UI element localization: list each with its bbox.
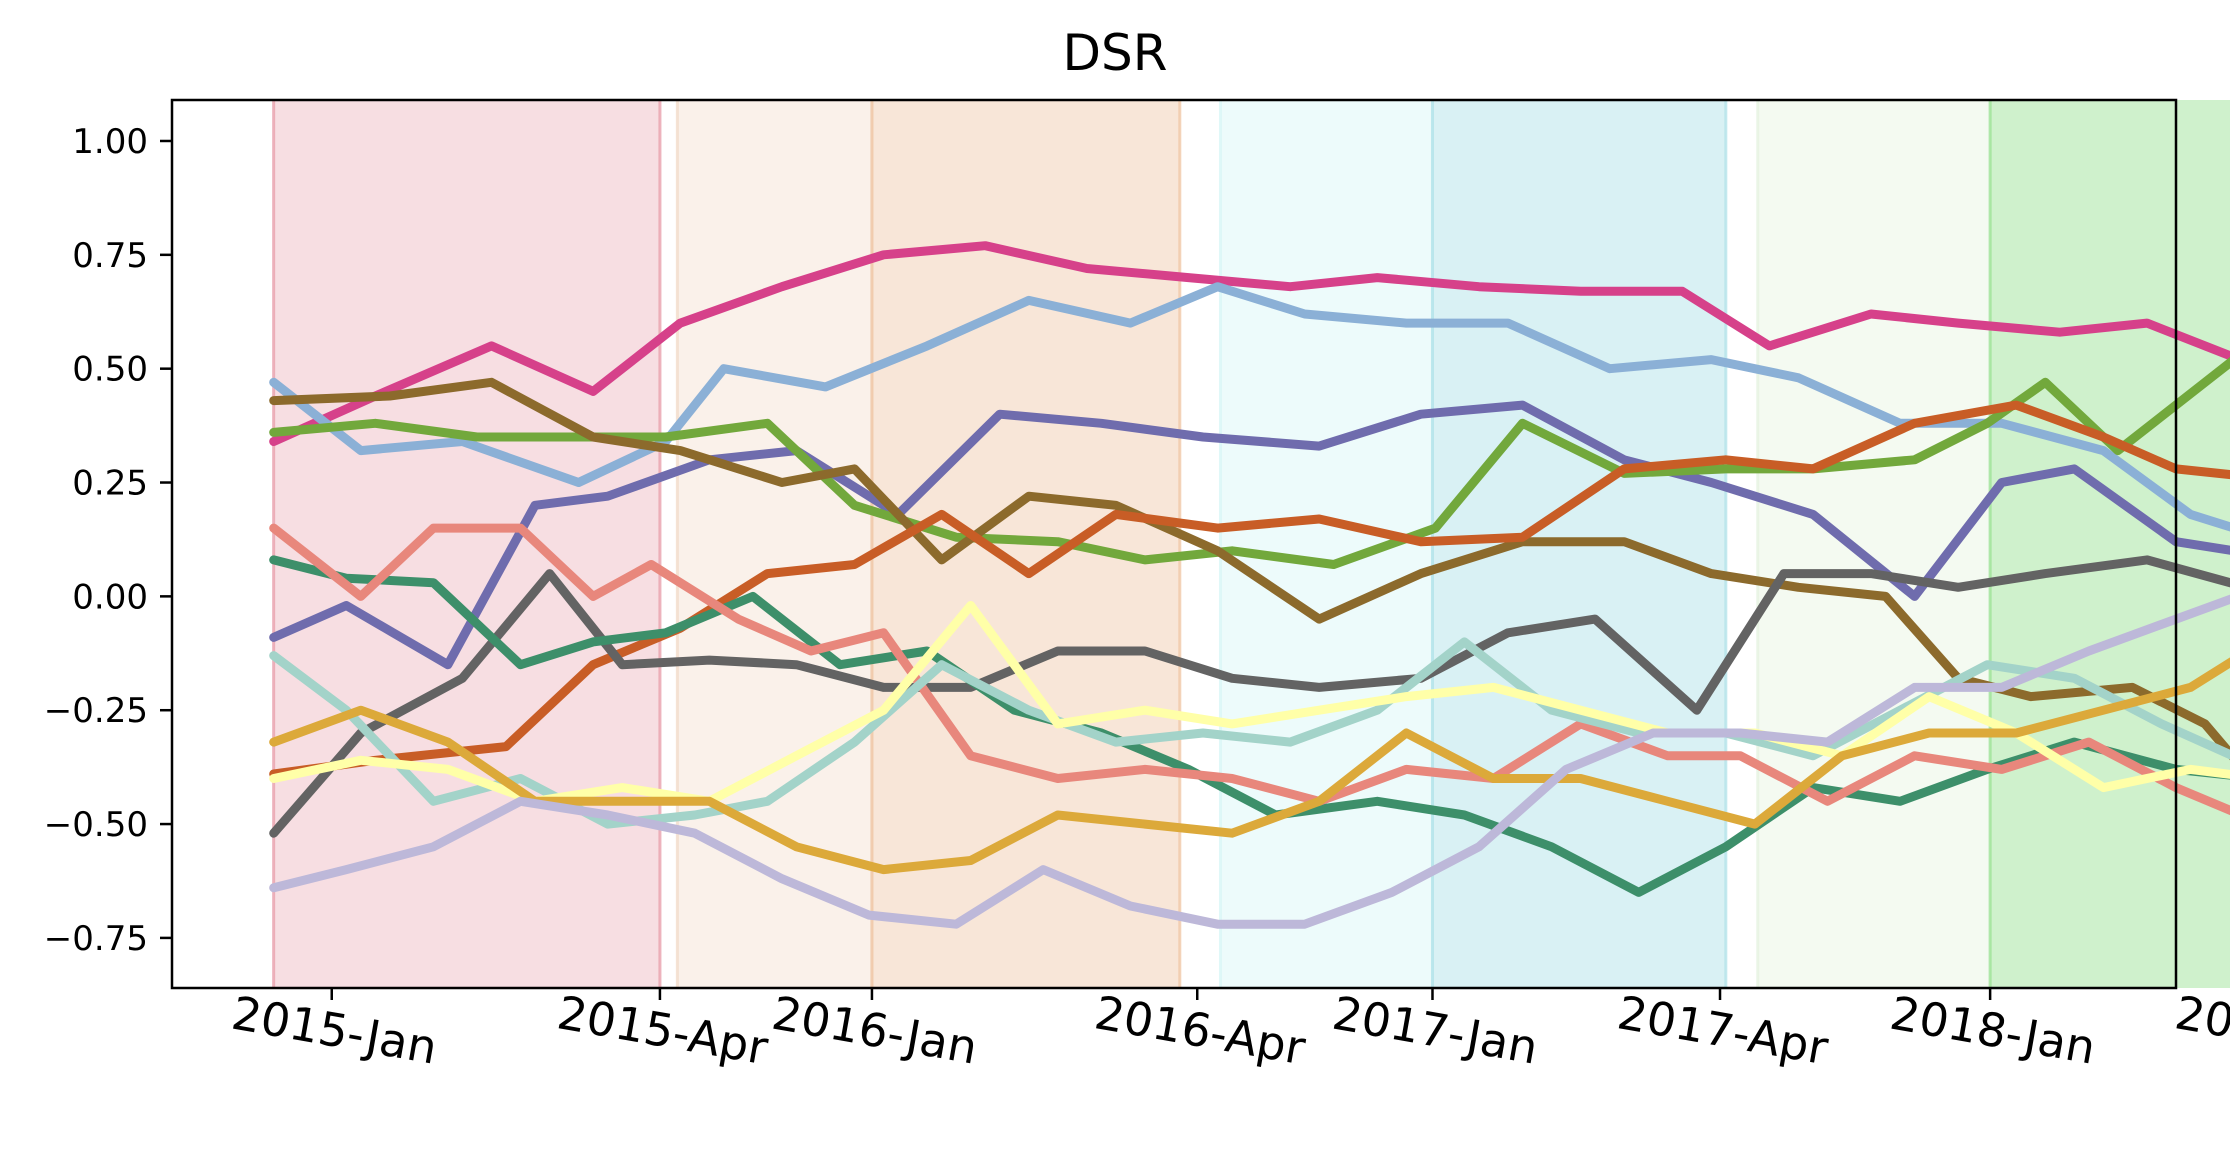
y-tick-label: 0.50 — [72, 350, 148, 390]
y-axis: 1.00 0.75 0.50 0.25 0.00 −0.25 −0.50 −0.75 — [44, 122, 172, 959]
series-line-2 — [269, 282, 2230, 532]
shaded-periods — [272, 100, 2230, 988]
series-line-12 — [269, 657, 2230, 875]
series-line-3 — [269, 400, 2230, 670]
series-lines — [269, 241, 2230, 929]
series-line-13 — [269, 594, 2230, 929]
y-tick-label: 1.00 — [72, 122, 148, 162]
y-tick-label: 0.75 — [72, 236, 148, 276]
shaded-period-1 — [273, 100, 660, 988]
chart-title: DSR — [1063, 24, 1168, 82]
y-tick-label: −0.25 — [44, 691, 148, 731]
y-tick-label: −0.50 — [44, 805, 148, 845]
series-line-11 — [269, 601, 2230, 806]
series-line-9 — [269, 523, 2230, 816]
y-tick-label: 0.00 — [72, 577, 148, 617]
y-tick-label: 0.25 — [72, 464, 148, 504]
series-line-7 — [269, 555, 2230, 838]
y-tick-label: −0.75 — [44, 919, 148, 959]
series-line-6 — [269, 400, 2230, 779]
series-line-1 — [269, 241, 2230, 446]
series-line-8 — [269, 555, 2230, 897]
plot-area-frame — [170, 98, 2178, 990]
